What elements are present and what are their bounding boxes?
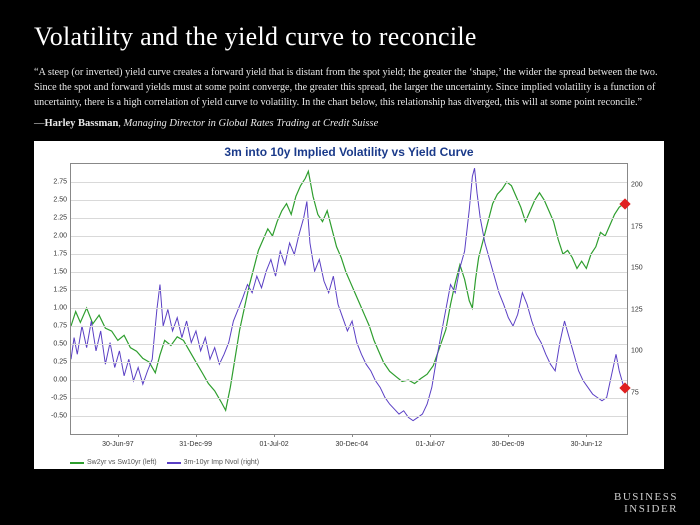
y-left-tick: -0.50 — [41, 413, 67, 420]
series-line — [71, 169, 624, 422]
y-left-tick: 1.00 — [41, 305, 67, 312]
gridline — [71, 398, 627, 399]
attribution-name: Harley Bassman — [45, 118, 119, 129]
gridline — [71, 326, 627, 327]
attribution-role: , Managing Director in Global Rates Trad… — [118, 118, 378, 129]
gridline — [71, 254, 627, 255]
x-tick: 30-Jun-97 — [102, 441, 134, 448]
y-right-tick: 150 — [631, 265, 655, 272]
y-left-tick: 1.25 — [41, 287, 67, 294]
legend-item: Sw2yr vs Sw10yr (left) — [70, 459, 157, 466]
chart-lines — [71, 164, 627, 434]
attribution-prefix: — — [34, 118, 45, 129]
gridline — [71, 200, 627, 201]
gridline — [71, 236, 627, 237]
slide: Volatility and the yield curve to reconc… — [0, 0, 700, 525]
attribution: —Harley Bassman, Managing Director in Gl… — [34, 118, 666, 129]
page-title: Volatility and the yield curve to reconc… — [34, 22, 666, 52]
gridline — [71, 218, 627, 219]
y-left-tick: 2.00 — [41, 233, 67, 240]
x-tick-mark — [274, 434, 275, 437]
quote-text: “A steep (or inverted) yield curve creat… — [34, 66, 666, 110]
chart-legend: Sw2yr vs Sw10yr (left) 3m-10yr Imp Nvol (… — [70, 459, 269, 466]
brand-line1: BUSINESS — [614, 491, 678, 503]
y-right-tick: 200 — [631, 182, 655, 189]
y-left-tick: 0.25 — [41, 359, 67, 366]
gridline — [71, 416, 627, 417]
y-right-tick: 175 — [631, 223, 655, 230]
y-left-tick: 2.75 — [41, 179, 67, 186]
chart-container: 3m into 10y Implied Volatility vs Yield … — [34, 141, 664, 469]
x-tick-mark — [118, 434, 119, 437]
gridline — [71, 290, 627, 291]
y-right-tick: 100 — [631, 348, 655, 355]
x-tick: 31-Dec-99 — [179, 441, 212, 448]
y-right-tick: 125 — [631, 306, 655, 313]
x-tick: 01-Jul-07 — [416, 441, 445, 448]
x-tick: 01-Jul-02 — [259, 441, 288, 448]
chart-plot-area: -0.50-0.250.000.250.500.751.001.251.501.… — [70, 163, 628, 435]
x-tick-mark — [352, 434, 353, 437]
x-tick: 30-Dec-09 — [492, 441, 525, 448]
x-tick-mark — [196, 434, 197, 437]
y-left-tick: -0.25 — [41, 395, 67, 402]
y-right-tick: 75 — [631, 389, 655, 396]
y-left-tick: 0.75 — [41, 323, 67, 330]
gridline — [71, 344, 627, 345]
x-tick: 30-Dec-04 — [335, 441, 368, 448]
legend-swatch — [70, 462, 84, 464]
y-left-tick: 0.50 — [41, 341, 67, 348]
gridline — [71, 380, 627, 381]
chart-title: 3m into 10y Implied Volatility vs Yield … — [34, 145, 664, 159]
legend-label: Sw2yr vs Sw10yr (left) — [87, 459, 157, 466]
legend-swatch — [167, 462, 181, 464]
y-left-tick: 1.75 — [41, 251, 67, 258]
gridline — [71, 272, 627, 273]
x-tick-mark — [586, 434, 587, 437]
legend-item: 3m-10yr Imp Nvol (right) — [167, 459, 259, 466]
y-left-tick: 1.50 — [41, 269, 67, 276]
legend-label: 3m-10yr Imp Nvol (right) — [184, 459, 259, 466]
y-left-tick: 2.25 — [41, 215, 67, 222]
brand-logo: BUSINESS INSIDER — [614, 491, 678, 515]
gridline — [71, 182, 627, 183]
x-tick-mark — [508, 434, 509, 437]
gridline — [71, 308, 627, 309]
gridline — [71, 362, 627, 363]
y-left-tick: 2.50 — [41, 197, 67, 204]
x-tick: 30-Jun-12 — [571, 441, 603, 448]
y-left-tick: 0.00 — [41, 377, 67, 384]
x-tick-mark — [430, 434, 431, 437]
brand-line2: INSIDER — [614, 503, 678, 515]
